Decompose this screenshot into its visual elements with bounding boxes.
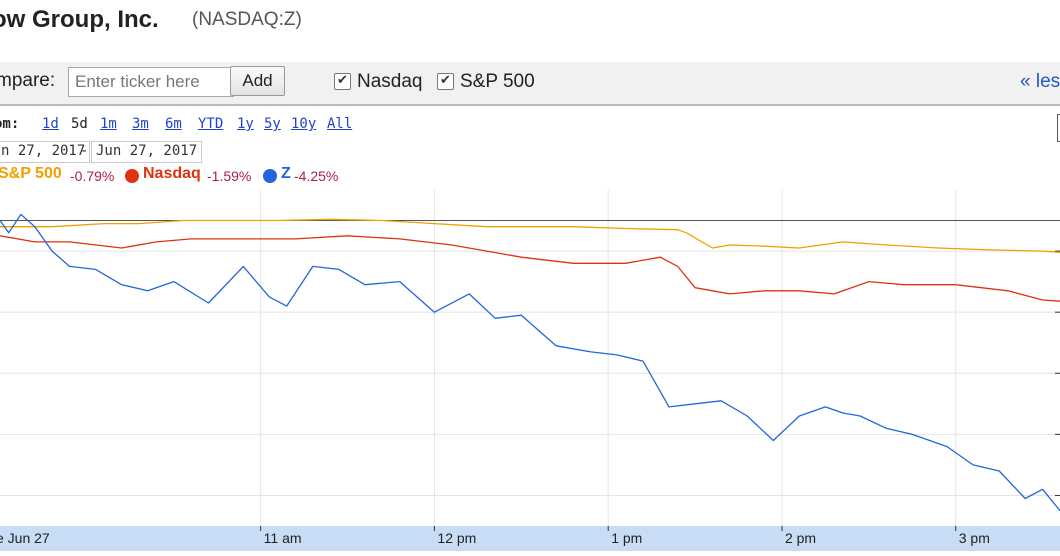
nasdaq-dot-icon <box>125 169 139 183</box>
nasdaq-checkbox-label[interactable]: Nasdaq <box>357 71 423 92</box>
x-axis-ticks: e Jun 27 11 am 12 pm 1 pm 2 pm 3 pm <box>0 526 990 546</box>
ticker-symbol: (NASDAQ:Z) <box>192 9 302 30</box>
x-tick-label: 1 pm <box>611 530 642 546</box>
legend-z-change: -4.25% <box>294 168 339 184</box>
compare-label: mpare: <box>0 70 56 91</box>
zoom-5y[interactable]: 5y <box>264 116 281 132</box>
add-ticker-button[interactable]: Add <box>230 66 285 96</box>
quote-header: ow Group, Inc. (NASDAQ:Z) <box>0 0 1060 62</box>
nasdaq-checkbox[interactable] <box>334 72 351 90</box>
sp500-checkbox[interactable] <box>437 72 454 90</box>
x-axis-bar: e Jun 27 11 am 12 pm 1 pm 2 pm 3 pm <box>0 526 1060 551</box>
zoom-3m[interactable]: 3m <box>132 116 149 132</box>
compare-ticker-input[interactable] <box>68 67 234 97</box>
x-tick-label: 12 pm <box>437 530 476 546</box>
x-tick-label: e Jun 27 <box>0 530 50 546</box>
end-date-field[interactable]: Jun 27, 2017 <box>91 141 203 163</box>
series-line-s-p-500 <box>0 218 1060 253</box>
x-tick-label: 2 pm <box>785 530 816 546</box>
zoom-1y[interactable]: 1y <box>237 116 254 132</box>
legend-sp500-change: -0.79% <box>70 168 115 184</box>
company-name: ow Group, Inc. <box>0 6 159 33</box>
zoom-10y[interactable]: 10y <box>291 116 317 132</box>
series-line-z <box>0 213 1060 512</box>
z-dot-icon <box>263 169 277 183</box>
zoom-ytd[interactable]: YTD <box>198 116 224 132</box>
compare-toolbar: mpare: Add Nasdaq S&P 500 « les <box>0 62 1060 106</box>
zoom-5d[interactable]: 5d <box>71 116 88 132</box>
zoom-6m[interactable]: 6m <box>165 116 182 132</box>
show-less-link[interactable]: « les <box>1020 71 1060 92</box>
zoom-all[interactable]: All <box>327 116 353 132</box>
date-range-separator: - <box>80 143 89 159</box>
x-tick-label: 3 pm <box>959 530 990 546</box>
zoom-1d[interactable]: 1d <box>42 116 59 132</box>
zoom-label: om: <box>0 116 20 132</box>
legend-z-name: Z <box>281 165 291 182</box>
legend-nasdaq-name: Nasdaq <box>143 165 201 182</box>
legend-nasdaq-change: -1.59% <box>207 168 252 184</box>
sp500-checkbox-label[interactable]: S&P 500 <box>460 71 535 92</box>
zoom-1m[interactable]: 1m <box>100 116 117 132</box>
chart-scroll-handle[interactable] <box>1057 114 1060 142</box>
start-date-field[interactable]: n 27, 2017 <box>0 141 91 163</box>
legend-sp500-name: S&P 500 <box>0 165 62 182</box>
series-line-nasdaq <box>0 235 1060 302</box>
chart-grid <box>0 190 1060 526</box>
x-tick-label: 11 am <box>264 530 302 546</box>
chart-series <box>0 213 1060 512</box>
